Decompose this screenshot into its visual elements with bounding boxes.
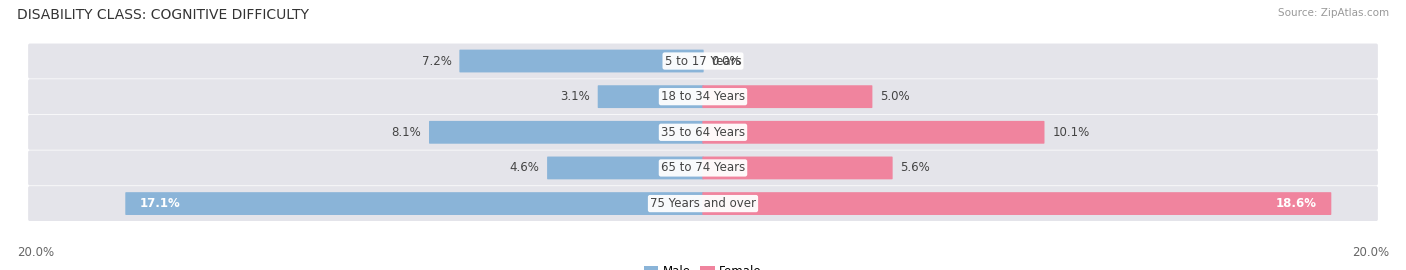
Text: 18.6%: 18.6% bbox=[1277, 197, 1317, 210]
Text: 20.0%: 20.0% bbox=[17, 246, 53, 259]
FancyBboxPatch shape bbox=[703, 121, 1045, 144]
Text: 35 to 64 Years: 35 to 64 Years bbox=[661, 126, 745, 139]
Legend: Male, Female: Male, Female bbox=[640, 261, 766, 270]
Text: 8.1%: 8.1% bbox=[391, 126, 422, 139]
FancyBboxPatch shape bbox=[703, 157, 893, 179]
FancyBboxPatch shape bbox=[28, 186, 1378, 221]
FancyBboxPatch shape bbox=[598, 85, 703, 108]
FancyBboxPatch shape bbox=[28, 150, 1378, 185]
FancyBboxPatch shape bbox=[429, 121, 703, 144]
Text: 17.1%: 17.1% bbox=[139, 197, 180, 210]
FancyBboxPatch shape bbox=[703, 85, 872, 108]
Text: 65 to 74 Years: 65 to 74 Years bbox=[661, 161, 745, 174]
FancyBboxPatch shape bbox=[28, 79, 1378, 114]
Text: 18 to 34 Years: 18 to 34 Years bbox=[661, 90, 745, 103]
Text: 3.1%: 3.1% bbox=[560, 90, 591, 103]
Text: 75 Years and over: 75 Years and over bbox=[650, 197, 756, 210]
FancyBboxPatch shape bbox=[703, 192, 1331, 215]
Text: 4.6%: 4.6% bbox=[509, 161, 540, 174]
Text: 20.0%: 20.0% bbox=[1353, 246, 1389, 259]
Text: 10.1%: 10.1% bbox=[1052, 126, 1090, 139]
FancyBboxPatch shape bbox=[125, 192, 703, 215]
Text: DISABILITY CLASS: COGNITIVE DIFFICULTY: DISABILITY CLASS: COGNITIVE DIFFICULTY bbox=[17, 8, 309, 22]
FancyBboxPatch shape bbox=[28, 115, 1378, 150]
Text: 5.0%: 5.0% bbox=[880, 90, 910, 103]
Text: 0.0%: 0.0% bbox=[711, 55, 741, 68]
Text: 5.6%: 5.6% bbox=[900, 161, 931, 174]
Text: Source: ZipAtlas.com: Source: ZipAtlas.com bbox=[1278, 8, 1389, 18]
FancyBboxPatch shape bbox=[28, 43, 1378, 79]
Text: 7.2%: 7.2% bbox=[422, 55, 451, 68]
FancyBboxPatch shape bbox=[460, 50, 703, 72]
FancyBboxPatch shape bbox=[547, 157, 703, 179]
Text: 5 to 17 Years: 5 to 17 Years bbox=[665, 55, 741, 68]
